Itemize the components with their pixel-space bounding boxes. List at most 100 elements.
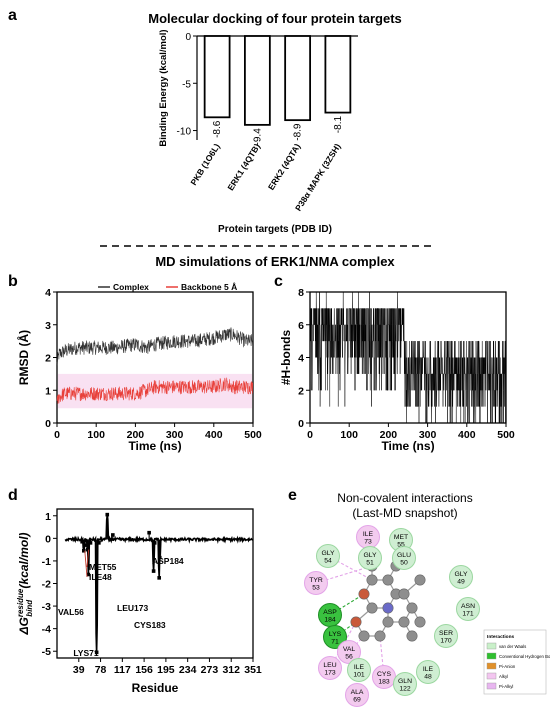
residue-number: 53 xyxy=(312,585,320,592)
ligand-atom xyxy=(350,616,362,628)
residue-circle xyxy=(392,546,416,570)
diagram-legend-label: Alkyl xyxy=(499,674,508,679)
chart-a-y-tick-label: -5 xyxy=(182,79,191,90)
residue-circle xyxy=(345,683,369,707)
chart-b-legend-label-backbone: Backbone 5 Å xyxy=(181,282,237,292)
chart-d-x-tick-label: 234 xyxy=(179,664,197,676)
chart-d-x-tick-label: 156 xyxy=(135,664,153,676)
chart-d-x-tick-label: 273 xyxy=(201,664,219,676)
diagram-legend-swatch xyxy=(486,652,497,660)
chart-d-x-tick-label: 78 xyxy=(95,664,107,676)
chart-b-x-tick-label: 400 xyxy=(205,429,223,441)
chart-d-y-tick-label: 0 xyxy=(45,533,51,545)
chart-c-y-tick-label: 0 xyxy=(298,418,304,430)
residue-name: GLN xyxy=(398,678,412,685)
chart-a-y-label: Binding Energy (kcal/mol) xyxy=(158,29,169,146)
chart-d-y-label: ΔGresiduebind (kcal/mol) xyxy=(16,532,34,635)
chart-b-y-tick-label: 1 xyxy=(45,385,51,397)
residue-number: 122 xyxy=(399,686,411,693)
diagram-legend-label: Pi-Alkyl xyxy=(499,684,513,689)
chart-d-x-tick-label: 117 xyxy=(114,664,131,676)
panel-letter-d: d xyxy=(8,487,18,504)
residue-name: GLY xyxy=(454,571,468,578)
md-section-title: MD simulations of ERK1/NMA complex xyxy=(155,254,395,269)
residue-number: 183 xyxy=(378,679,390,686)
chart-a-category-label: PKB (1O6L) xyxy=(188,142,222,187)
chart-c-x-tick-label: 500 xyxy=(497,429,515,441)
residue-name: ASP xyxy=(323,609,337,616)
chart-d-annotation-label: LYS71 xyxy=(73,648,98,658)
chart-c-x-tick-label: 400 xyxy=(458,429,476,441)
panel-a-bar-chart: Molecular docking of four protein target… xyxy=(148,11,402,235)
chart-b-x-tick-label: 500 xyxy=(244,429,262,441)
chart-d-y-tick-label: -4 xyxy=(42,624,51,636)
residue-number: 73 xyxy=(364,539,372,546)
ligand-atom xyxy=(358,630,370,642)
chart-d-plot-frame xyxy=(56,508,254,659)
chart-b-y-tick-label: 4 xyxy=(45,287,51,299)
chart-a-bar xyxy=(203,35,231,119)
residue-circle xyxy=(358,546,382,570)
ligand-atom xyxy=(382,574,394,586)
diagram-legend-title: Interactions xyxy=(487,634,515,640)
ligand-atom xyxy=(406,602,418,614)
chart-d-point xyxy=(105,512,110,517)
chart-b-series-line-backbone xyxy=(56,377,253,404)
residue-number: 171 xyxy=(462,611,474,618)
residue-name: TYR xyxy=(309,577,323,584)
residue-circle xyxy=(323,625,347,649)
chart-c-y-tick-label: 8 xyxy=(298,287,304,299)
chart-d-y-label-sub: bind xyxy=(25,599,34,617)
residue-number: 71 xyxy=(331,639,339,646)
chart-b-y-tick-label: 3 xyxy=(45,320,51,332)
chart-d-y-tick-label: -5 xyxy=(42,646,51,658)
residue-name: LYS xyxy=(329,631,342,638)
chart-c-x-tick-label: 100 xyxy=(340,429,358,441)
residue-name: ILE xyxy=(423,666,434,673)
residue-number: 50 xyxy=(400,560,408,567)
chart-d-point xyxy=(151,569,156,573)
chart-d-point xyxy=(157,555,162,560)
chart-b-x-tick-label: 300 xyxy=(166,429,184,441)
chart-d-point xyxy=(86,572,91,577)
chart-d-x-tick-label: 195 xyxy=(157,664,175,676)
ligand-atom xyxy=(366,602,378,614)
residue-number: 54 xyxy=(324,558,332,565)
ligand-atom xyxy=(358,588,370,600)
chart-d-point xyxy=(88,541,93,545)
chart-d-point xyxy=(83,543,87,547)
diagram-legend-swatch xyxy=(486,682,497,690)
residue-circle xyxy=(304,571,328,595)
interaction-dash xyxy=(327,555,373,581)
chart-d-point xyxy=(85,547,90,552)
residue-name: CYS xyxy=(377,671,391,678)
chart-d-y-label-main: ΔG xyxy=(17,617,31,635)
chart-d-point xyxy=(94,650,99,655)
chart-b-x-tick-label: 0 xyxy=(54,429,60,441)
chart-c-x-tick-label: 200 xyxy=(380,429,398,441)
chart-b-x-tick-label: 200 xyxy=(127,429,145,441)
chart-b-y-tick-label: 0 xyxy=(45,418,51,430)
panel-letter-b: b xyxy=(8,273,18,290)
panel-d-decomposition-chart: 39 78 117 156 195 234 273 312 351 1 0 -1 -2 -3 -4 -5 ASP… xyxy=(16,508,262,695)
ligand-atom xyxy=(374,630,386,642)
chart-b-x-tick-label: 100 xyxy=(87,429,105,441)
chart-d-annotation-label: ASP184 xyxy=(152,556,184,566)
ligand-atom xyxy=(398,588,410,600)
ligand-atom xyxy=(382,616,394,628)
chart-d-annotation-label: ILE48 xyxy=(89,572,112,582)
chart-c-x-tick-label: 300 xyxy=(419,429,437,441)
chart-d-x-tick-label: 312 xyxy=(222,664,240,676)
residue-circle xyxy=(449,565,473,589)
diagram-title-line2: (Last-MD snapshot) xyxy=(352,506,457,520)
residue-circle xyxy=(456,597,480,621)
residue-name: MET xyxy=(394,534,408,541)
residue-circle xyxy=(393,672,417,696)
ligand-atom xyxy=(398,616,410,628)
chart-d-x-label: Residue xyxy=(132,681,179,695)
chart-d-y-label-sup: residue xyxy=(16,588,25,617)
residue-circle xyxy=(316,544,340,568)
ligand-atom xyxy=(406,630,418,642)
chart-d-annotation-label: CYS183 xyxy=(134,620,166,630)
